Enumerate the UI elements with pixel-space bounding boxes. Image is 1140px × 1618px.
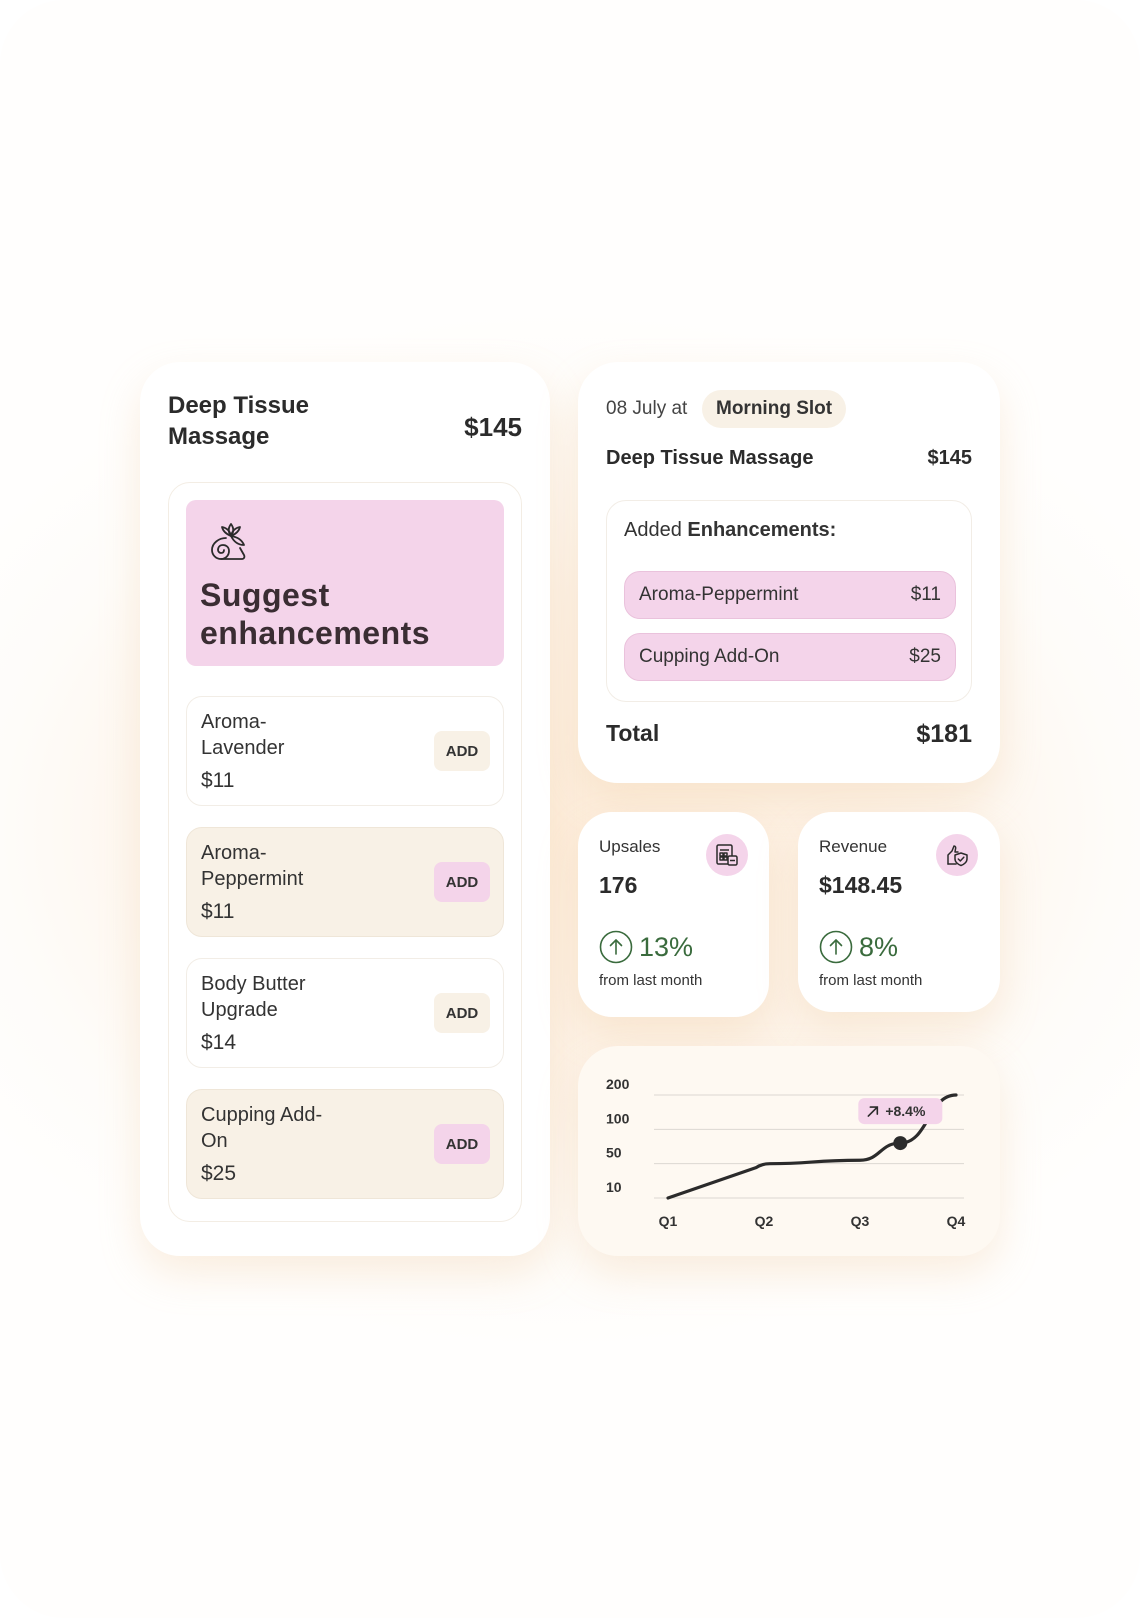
- lotus-flower-icon: [211, 523, 246, 560]
- y-tick-label: 100: [606, 1110, 630, 1126]
- highlight-point: [893, 1136, 908, 1151]
- stat-label: Upsales: [599, 837, 661, 856]
- added-item-cupping[interactable]: Cupping Add-On $25: [624, 633, 956, 681]
- hand-shield-icon: [936, 834, 978, 876]
- stat-value: $148.45: [819, 872, 903, 898]
- suggest-heading: Suggest enhancements: [200, 577, 431, 651]
- stat-value: 176: [599, 872, 638, 898]
- revenue-stat-card: Revenue $148.45 8% from last month: [798, 812, 1000, 1012]
- added-enhancements-panel: Added Enhancements: Aroma-Peppermint $11…: [606, 500, 972, 702]
- total-label: Total: [606, 720, 660, 746]
- added-item-name: Aroma-Peppermint: [639, 584, 799, 605]
- slot-badge: Morning Slot: [702, 390, 847, 428]
- list-item-cupping: Cupping Add-On $25 ADD: [186, 1089, 504, 1199]
- growth-caption: from last month: [599, 972, 703, 989]
- receipt-icon: [706, 834, 748, 876]
- list-item-aroma-lavender: Aroma-Lavender $11 ADD: [186, 696, 504, 806]
- x-tick-label: Q4: [947, 1213, 966, 1229]
- list-item-body-butter: Body Butter Upgrade $14 ADD: [186, 958, 504, 1068]
- add-button[interactable]: ADD: [434, 862, 490, 902]
- item-name: Body Butter Upgrade: [201, 973, 306, 1021]
- x-tick-label: Q1: [659, 1213, 678, 1229]
- added-item-price: $11: [910, 584, 941, 605]
- list-item-aroma-peppermint: Aroma-Peppermint $11 ADD: [186, 827, 504, 937]
- x-tick-label: Q2: [755, 1213, 774, 1229]
- enhancement-list-panel: Suggest enhancements Aroma-Lavender $11 …: [168, 482, 522, 1222]
- booking-service: Deep Tissue Massage: [606, 447, 814, 469]
- total-value: $181: [916, 720, 972, 748]
- added-bold: Enhancements:: [687, 519, 837, 541]
- series-line: [666, 1093, 958, 1200]
- growth-percent: 13%: [639, 932, 694, 962]
- add-button[interactable]: ADD: [434, 993, 490, 1033]
- line-chart: 200 100 50 10 Q1 Q2 Q3 Q4 +8.4%: [606, 1076, 966, 1229]
- item-name: Cupping Add-On: [201, 1104, 323, 1152]
- add-button[interactable]: ADD: [434, 731, 490, 771]
- growth-caption: from last month: [819, 972, 923, 989]
- item-price: $25: [201, 1162, 237, 1185]
- service-price: $145: [464, 412, 522, 442]
- service-title: Deep Tissue Massage: [168, 392, 309, 450]
- enhancement-card: Deep Tissue Massage $145 Suggest enhance…: [140, 362, 550, 1256]
- arrow-up-circle-icon: [819, 930, 853, 964]
- item-price: $14: [201, 1031, 237, 1054]
- stat-label: Revenue: [819, 837, 888, 856]
- y-tick-label: 10: [606, 1179, 622, 1195]
- added-item-name: Cupping Add-On: [639, 646, 780, 667]
- added-item-price: $25: [909, 646, 941, 667]
- add-button[interactable]: ADD: [434, 1124, 490, 1164]
- booking-summary-card: 08 July at Morning Slot Deep Tissue Mass…: [578, 362, 1000, 783]
- growth-percent: 8%: [859, 932, 899, 962]
- upsales-stat-card: Upsales 176 13% from last month: [578, 812, 769, 1017]
- growth-badge: [858, 1098, 943, 1125]
- added-item-aroma-peppermint[interactable]: Aroma-Peppermint $11: [624, 571, 956, 619]
- x-tick-label: Q3: [851, 1213, 870, 1229]
- added-prefix: Added: [624, 519, 688, 541]
- item-name: Aroma-Lavender: [201, 711, 285, 759]
- item-price: $11: [201, 769, 235, 792]
- arrow-up-right-icon: [867, 1106, 879, 1117]
- added-enhancements-heading: Added Enhancements:: [624, 519, 836, 542]
- item-name: Aroma-Peppermint: [201, 842, 304, 890]
- booking-service-price: $145: [927, 447, 973, 469]
- arrow-up-circle-icon: [599, 930, 633, 964]
- suggest-banner: Suggest enhancements: [186, 500, 504, 666]
- booking-date: 08 July at: [606, 398, 688, 419]
- y-tick-label: 50: [606, 1145, 622, 1161]
- growth-badge-label: +8.4%: [885, 1103, 926, 1119]
- item-price: $11: [201, 900, 235, 923]
- quarterly-chart-card: 200 100 50 10 Q1 Q2 Q3 Q4 +8.4%: [578, 1046, 1000, 1256]
- y-tick-label: 200: [606, 1076, 630, 1092]
